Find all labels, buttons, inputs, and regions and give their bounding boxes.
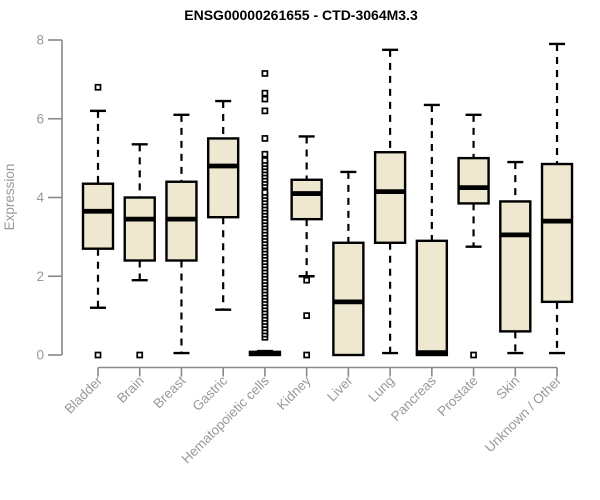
boxplot-bladder bbox=[81, 83, 115, 359]
outlier-prostate bbox=[470, 351, 477, 359]
boxplot-lung bbox=[373, 48, 407, 355]
boxplot-hematopoietic-cells bbox=[248, 70, 282, 357]
boxplot-gastric bbox=[206, 99, 240, 311]
x-tick-label-brain: Brain bbox=[114, 373, 147, 406]
box-pancreas bbox=[415, 239, 449, 357]
boxplot-kidney bbox=[290, 135, 323, 359]
outlier-brain bbox=[136, 351, 144, 359]
x-tick-label-liver: Liver bbox=[324, 373, 356, 405]
outlier-hematopoietic-cells bbox=[261, 70, 269, 77]
y-tick-label: 6 bbox=[36, 111, 44, 126]
boxplot-pancreas bbox=[415, 103, 449, 357]
boxplot-prostate bbox=[457, 113, 490, 359]
box-kidney bbox=[290, 178, 323, 221]
outlier-bladder bbox=[94, 351, 102, 359]
outlier-hematopoietic-cells bbox=[261, 107, 269, 115]
x-tick-label-gastric: Gastric bbox=[189, 373, 230, 414]
boxplot-unknown-other bbox=[540, 42, 574, 355]
y-tick-label: 8 bbox=[36, 33, 44, 48]
y-tick-label: 0 bbox=[36, 348, 44, 363]
x-tick-label-prostate: Prostate bbox=[435, 373, 481, 419]
box-bladder bbox=[81, 182, 115, 250]
x-tick-label-unknown-other: Unknown / Other bbox=[482, 373, 565, 456]
y-tick-label: 2 bbox=[36, 269, 44, 284]
boxplot-breast bbox=[165, 113, 198, 355]
y-axis-label: Expression bbox=[2, 164, 17, 231]
boxplot-skin bbox=[499, 160, 532, 355]
boxplot-brain bbox=[123, 143, 156, 359]
x-tick-label-kidney: Kidney bbox=[274, 373, 314, 413]
box-liver bbox=[332, 241, 365, 357]
outlier-kidney bbox=[303, 351, 310, 359]
x-tick-label-skin: Skin bbox=[493, 373, 522, 402]
x-tick-label-bladder: Bladder bbox=[62, 373, 106, 417]
outlier-hematopoietic-cells bbox=[261, 95, 269, 103]
box-lung bbox=[373, 151, 407, 244]
boxplot-series bbox=[81, 42, 574, 359]
box-unknown-other bbox=[540, 162, 574, 304]
outlier-bladder bbox=[94, 83, 102, 91]
outlier-kidney bbox=[303, 276, 310, 284]
outlier-hematopoietic-cells bbox=[261, 150, 269, 158]
x-tick-label-pancreas: Pancreas bbox=[388, 373, 439, 424]
outlier-hematopoietic-cells bbox=[261, 135, 269, 142]
chart-title: ENSG00000261655 - CTD-3064M3.3 bbox=[184, 7, 418, 23]
outlier-hematopoietic-cells bbox=[261, 157, 269, 164]
outlier-hematopoietic-cells bbox=[261, 89, 269, 97]
boxplot-liver bbox=[332, 170, 365, 357]
x-tick-label-breast: Breast bbox=[150, 373, 188, 411]
x-tick-label-lung: Lung bbox=[365, 373, 397, 405]
outlier-kidney bbox=[303, 312, 310, 319]
y-tick-label: 4 bbox=[36, 190, 44, 205]
box-brain bbox=[123, 196, 156, 262]
box-gastric bbox=[206, 137, 240, 219]
outlier-hematopoietic-cells bbox=[261, 189, 269, 196]
box-prostate bbox=[457, 156, 490, 205]
box-skin bbox=[499, 200, 532, 333]
